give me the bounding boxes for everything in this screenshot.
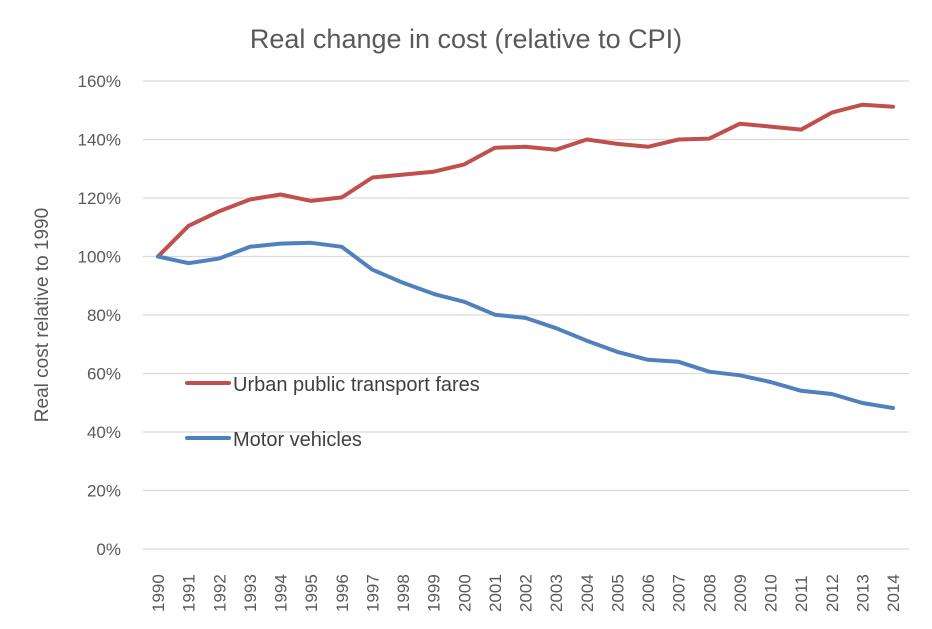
y-axis-label: Real cost relative to 1990 bbox=[32, 208, 53, 422]
x-tick-label: 2010 bbox=[762, 574, 781, 612]
x-tick-label: 2007 bbox=[670, 574, 689, 612]
x-tick-label: 2012 bbox=[823, 574, 842, 612]
y-tick-label: 40% bbox=[87, 423, 121, 442]
x-tick-label: 1999 bbox=[425, 574, 444, 612]
x-tick-label: 1993 bbox=[241, 574, 260, 612]
x-tick-label: 2001 bbox=[486, 574, 505, 612]
x-tick-label: 1995 bbox=[302, 574, 321, 612]
legend: Urban public transport fares Motor vehic… bbox=[185, 374, 480, 451]
y-tick-label: 100% bbox=[78, 248, 121, 267]
x-axis-ticks: 1990 1991 1992 1993 1994 1995 1996 1997 1998 1999… bbox=[149, 574, 903, 612]
x-tick-label: 1992 bbox=[210, 574, 229, 612]
chart-title: Real change in cost (relative to CPI) bbox=[250, 24, 682, 54]
x-tick-label: 2006 bbox=[639, 574, 658, 612]
x-tick-label: 2002 bbox=[517, 574, 536, 612]
x-tick-label: 2003 bbox=[547, 574, 566, 612]
x-tick-label: 1997 bbox=[363, 574, 382, 612]
x-tick-label: 2011 bbox=[792, 575, 811, 612]
x-tick-label: 2013 bbox=[853, 574, 872, 612]
y-tick-label: 20% bbox=[87, 482, 121, 501]
gridlines bbox=[143, 80, 909, 550]
x-tick-label: 1996 bbox=[333, 574, 352, 612]
x-tick-label: 1990 bbox=[149, 574, 168, 612]
x-tick-label: 1991 bbox=[180, 574, 199, 612]
y-tick-label: 0% bbox=[96, 540, 121, 559]
series-line-urban-public-transport-fares bbox=[156, 102, 895, 259]
y-tick-label: 160% bbox=[78, 72, 121, 91]
y-tick-label: 120% bbox=[78, 189, 121, 208]
legend-label-urban-fares: Urban public transport fares bbox=[233, 374, 480, 396]
x-tick-label: 1994 bbox=[272, 574, 291, 612]
legend-label-motor-vehicles: Motor vehicles bbox=[233, 429, 362, 451]
x-tick-label: 2005 bbox=[608, 574, 627, 612]
x-tick-label: 2014 bbox=[884, 574, 903, 612]
x-tick-label: 2004 bbox=[578, 574, 597, 612]
x-tick-label: 2008 bbox=[700, 574, 719, 612]
legend-item-urban-fares: Urban public transport fares bbox=[185, 374, 480, 396]
y-axis-ticks: 0% 20% 40% 60% 80% 100% 120% 140% 160% bbox=[78, 72, 121, 559]
x-tick-label: 1998 bbox=[394, 574, 413, 612]
y-tick-label: 80% bbox=[87, 306, 121, 325]
series-lines bbox=[156, 102, 895, 410]
x-tick-label: 2000 bbox=[455, 574, 474, 612]
y-tick-label: 140% bbox=[78, 131, 121, 150]
y-tick-label: 60% bbox=[87, 365, 121, 384]
x-tick-label: 2009 bbox=[731, 574, 750, 612]
legend-item-motor-vehicles: Motor vehicles bbox=[185, 429, 362, 451]
